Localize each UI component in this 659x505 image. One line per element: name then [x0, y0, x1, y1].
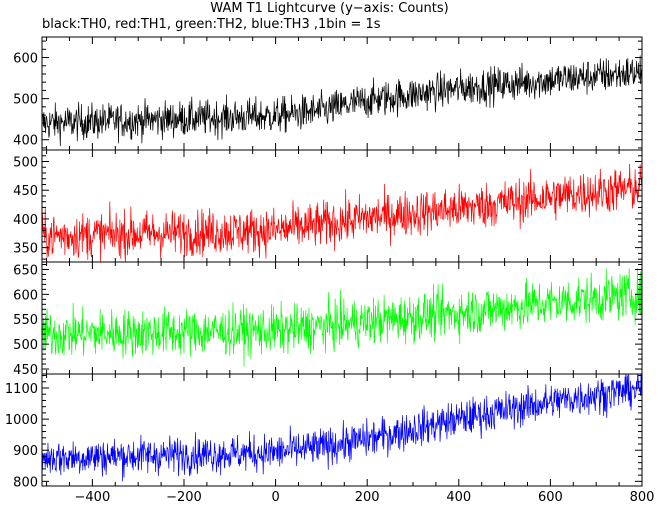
- x-tick-label: 600: [538, 490, 563, 505]
- series-th2-line: [42, 268, 642, 367]
- y-tick-label: 650: [13, 263, 38, 278]
- chart-legend-caption: black:TH0, red:TH1, green:TH2, blue:TH3 …: [42, 17, 381, 32]
- y-tick-label: 500: [13, 338, 38, 353]
- x-tick-label: 0: [271, 490, 279, 505]
- x-tick-label: 400: [446, 490, 471, 505]
- y-tick-label: 350: [13, 242, 38, 257]
- y-tick-label: 1100: [5, 382, 38, 397]
- panel-th1-frame: [41, 149, 643, 263]
- chart-title: WAM T1 Lightcurve (y−axis: Counts): [210, 1, 449, 16]
- y-tick-label: 900: [13, 444, 38, 459]
- x-tick-label: 200: [355, 490, 380, 505]
- y-tick-label: 500: [13, 93, 38, 108]
- y-tick-label: 500: [13, 155, 38, 170]
- series-th3-line: [42, 374, 642, 482]
- series-th0-line: [42, 55, 642, 147]
- y-tick-label: 800: [13, 475, 38, 490]
- x-tick-label: −200: [166, 490, 202, 505]
- y-tick-label: 450: [13, 184, 38, 199]
- y-tick-label: 600: [13, 52, 38, 67]
- x-tick-label: 800: [630, 490, 655, 505]
- y-tick-label: 400: [13, 213, 38, 228]
- series-th1-line: [42, 163, 642, 262]
- y-tick-label: 1000: [5, 413, 38, 428]
- y-tick-label: 400: [13, 134, 38, 149]
- panel-th3-frame: [41, 373, 643, 487]
- x-tick-label: −400: [75, 490, 111, 505]
- y-tick-label: 550: [13, 313, 38, 328]
- y-tick-label: 450: [13, 363, 38, 378]
- y-tick-label: 600: [13, 288, 38, 303]
